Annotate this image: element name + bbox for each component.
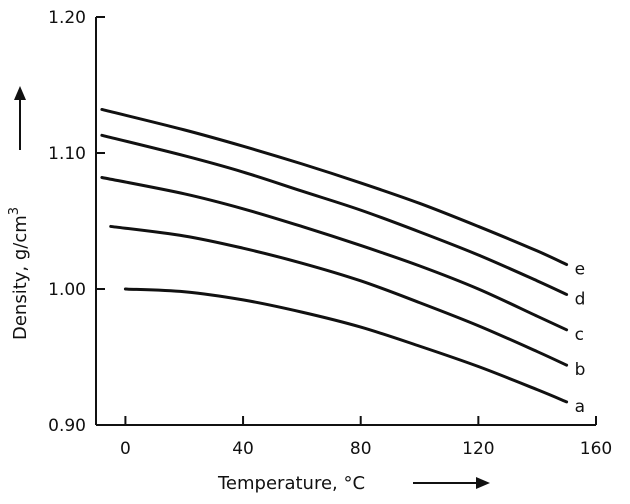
y-tick-label: 0.90 bbox=[48, 416, 86, 436]
series-line-e bbox=[100, 107, 569, 267]
y-axis-arrow-head bbox=[14, 86, 26, 100]
ticks: 0.90 1.00 1.10 1.20 0 40 80 120 160 bbox=[48, 8, 612, 459]
series-label-c: c bbox=[575, 325, 584, 345]
y-axis-title: Density, g/cm3 bbox=[7, 207, 31, 340]
series-line-d bbox=[100, 133, 569, 296]
y-axis-title-superscript: 3 bbox=[7, 207, 22, 215]
axes bbox=[95, 17, 596, 426]
series-line-c bbox=[100, 175, 569, 332]
series-label-d: d bbox=[575, 289, 586, 309]
y-axis-title-group: Density, g/cm3 bbox=[7, 207, 31, 340]
x-tick-label: 120 bbox=[462, 439, 494, 459]
axis-titles: Temperature, °C Density, g/cm3 bbox=[7, 86, 490, 494]
y-tick-label: 1.00 bbox=[48, 280, 86, 300]
x-axis-title: Temperature, °C bbox=[217, 473, 365, 494]
series-label-b: b bbox=[575, 360, 586, 380]
y-tick-label: 1.20 bbox=[48, 8, 86, 28]
series-label-a: a bbox=[575, 397, 585, 417]
series-line-b bbox=[109, 224, 569, 367]
x-tick-label: 160 bbox=[580, 439, 612, 459]
curves bbox=[100, 107, 569, 404]
series-label-e: e bbox=[575, 260, 585, 280]
x-axis-arrow-head bbox=[476, 477, 490, 489]
x-tick-label: 0 bbox=[120, 439, 131, 459]
x-tick-label: 80 bbox=[350, 439, 372, 459]
x-tick-label: 40 bbox=[232, 439, 254, 459]
y-tick-label: 1.10 bbox=[48, 144, 86, 164]
series-line-a bbox=[123, 287, 569, 404]
